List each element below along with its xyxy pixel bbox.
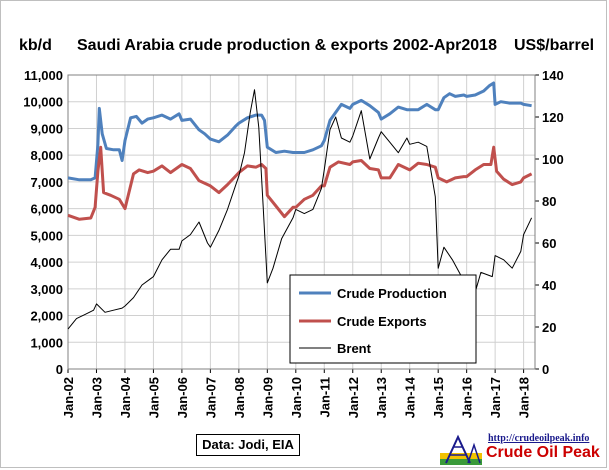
plot-area-frame: [67, 74, 536, 370]
y-right-tick-label: 0: [542, 362, 549, 377]
y-left-tick-label: 2,000: [30, 309, 63, 324]
y-axis-left-label: kb/d: [19, 37, 52, 54]
y-left-tick-label: 10,000: [23, 95, 63, 110]
y-left-tick-label: 3,000: [30, 282, 63, 297]
x-tick-label: Jan-13: [374, 377, 389, 418]
chart-title: Saudi Arabia crude production & exports …: [77, 37, 497, 54]
y-right-tick-label: 100: [542, 152, 564, 167]
y-left-tick-label: 7,000: [30, 175, 63, 190]
y-left-tick-label: 5,000: [30, 228, 63, 243]
logo-name-text: Crude Oil Peak: [486, 444, 600, 461]
y-axis-right-label: US$/barrel: [514, 37, 594, 54]
y-left-tick-label: 11,000: [24, 68, 63, 83]
x-tick-label: Jan-03: [89, 377, 104, 418]
y-right-tick-label: 120: [542, 110, 564, 125]
legend-label-production: Crude Production: [337, 286, 447, 301]
x-tick-label: Jan-06: [175, 377, 190, 418]
axes: 0 1,000 2,000 3,000 4,000 5,000 6,000 7,000 8,00…: [23, 68, 563, 418]
x-tick-label: Jan-02: [61, 377, 76, 418]
x-tick-label: Jan-18: [517, 377, 532, 418]
x-tick-label: Jan-11: [317, 377, 332, 417]
x-tick-label: Jan-14: [403, 376, 418, 418]
oil-derrick-logo-icon: [440, 434, 482, 465]
x-tick-label: Jan-05: [146, 377, 161, 418]
y-left-tick-label: 0: [56, 362, 63, 377]
legend-label-exports: Crude Exports: [337, 314, 427, 329]
y-right-tick-label: 80: [542, 194, 556, 209]
x-tick-label: Jan-16: [460, 377, 475, 418]
legend: Crude Production Crude Exports Brent: [289, 274, 477, 364]
logo-url-text: http://crudeoilpeak.info: [488, 433, 590, 444]
crude-oil-peak-logo: http://crudeoilpeak.info Crude Oil Peak: [438, 433, 604, 467]
y-right-tick-label: 20: [542, 320, 556, 335]
y-right-tick-label: 60: [542, 236, 556, 251]
legend-label-brent: Brent: [337, 341, 372, 356]
y-left-tick-label: 8,000: [30, 148, 63, 163]
y-left-tick-label: 9,000: [30, 121, 63, 136]
series-line-exports: [67, 145, 533, 221]
y-right-tick-label: 140: [542, 68, 564, 83]
series-line-brent: [67, 89, 533, 330]
y-left-tick-label: 4,000: [30, 255, 63, 270]
x-tick-label: Jan-04: [118, 376, 133, 418]
x-tick-label: Jan-17: [488, 377, 503, 418]
x-tick-label: Jan-15: [431, 377, 446, 418]
data-source-note: Data: Jodi, EIA: [196, 434, 300, 456]
x-tick-label: Jan-08: [232, 377, 247, 418]
series-lines: [67, 81, 533, 330]
series-line-production: [67, 81, 532, 182]
x-tick-label: Jan-12: [346, 377, 361, 418]
x-tick-label: Jan-07: [203, 377, 218, 418]
y-left-tick-label: 1,000: [30, 335, 63, 350]
x-tick-label: Jan-09: [260, 377, 275, 418]
y-left-tick-label: 6,000: [30, 202, 63, 217]
y-right-tick-label: 40: [542, 278, 556, 293]
x-tick-label: Jan-10: [289, 377, 304, 418]
